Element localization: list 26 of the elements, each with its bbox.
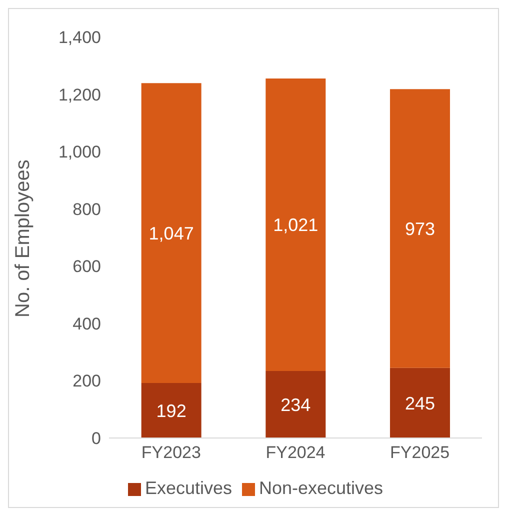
x-tick-label: FY2023 — [141, 443, 201, 462]
y-tick-label: 400 — [72, 314, 101, 334]
bar — [141, 383, 202, 438]
y-tick-label: 800 — [72, 200, 101, 219]
data-label: 245 — [404, 393, 436, 414]
data-label: 1,047 — [148, 223, 194, 244]
legend-label: Non-executives — [258, 478, 384, 498]
y-tick-label: 200 — [72, 372, 101, 391]
bar — [141, 83, 202, 384]
y-tick-label: 600 — [72, 257, 101, 276]
y-axis-title: No. of Employees — [12, 160, 34, 318]
data-label: 973 — [404, 218, 436, 239]
bar — [266, 370, 326, 438]
y-tick-label: 1,400 — [58, 28, 101, 48]
data-label: 192 — [156, 400, 186, 421]
x-tick-label: FY2025 — [390, 443, 450, 462]
x-tick-label: FY2024 — [266, 443, 326, 462]
bar — [390, 89, 450, 368]
bar — [266, 78, 326, 371]
y-tick-label: 1,000 — [58, 142, 101, 162]
y-tick-label: 1,200 — [58, 85, 101, 104]
data-label: 234 — [280, 394, 311, 415]
y-tick-label: 0 — [92, 429, 101, 448]
bar — [390, 368, 450, 438]
legend-label: Executives — [144, 478, 232, 498]
data-label: 1,021 — [273, 215, 318, 236]
